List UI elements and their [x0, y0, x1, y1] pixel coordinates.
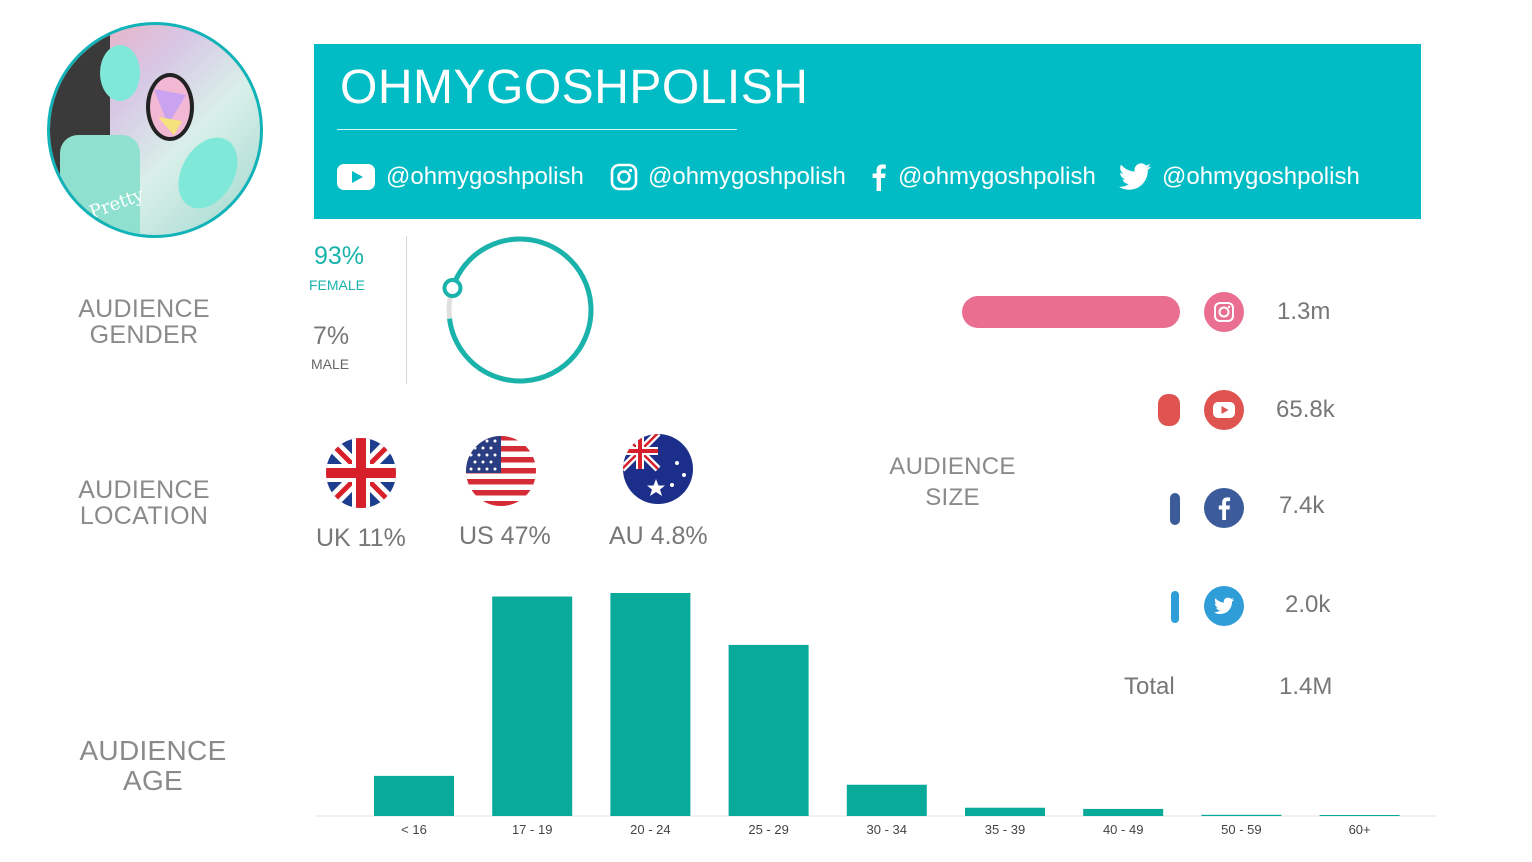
audience-age-label: AUDIENCE AGE — [79, 735, 227, 796]
twitter-icon — [1204, 586, 1244, 626]
instagram-icon — [1204, 292, 1244, 332]
profile-header: OHMYGOSHPOLISH @ohmygoshpolish @ohmygosh… — [314, 44, 1421, 219]
gender-divider — [406, 236, 407, 384]
age-tick-label: 30 - 34 — [867, 822, 907, 837]
age-tick-label: 60+ — [1349, 822, 1371, 837]
audience-age-bar-chart: < 16 17 - 19 20 - 24 25 - 29 30 - 34 35 - 39 4… — [316, 592, 1436, 837]
twitter-icon — [1118, 163, 1152, 190]
audience-location-label: AUDIENCE LOCATION — [78, 476, 210, 530]
age-bar — [610, 592, 691, 816]
female-label: FEMALE — [309, 277, 366, 293]
age-bar — [728, 644, 809, 816]
twitter-handle[interactable]: @ohmygoshpolish — [1118, 162, 1360, 192]
age-tick-label: 50 - 59 — [1221, 822, 1261, 837]
facebook-handle-label: @ohmygoshpolish — [898, 163, 1096, 190]
age-bar — [374, 775, 454, 816]
male-percentage: 7% — [313, 322, 350, 350]
us-flag-icon — [466, 436, 536, 506]
facebook-handle[interactable]: @ohmygoshpolish — [870, 162, 1096, 192]
instagram-handle-label: @ohmygoshpolish — [648, 163, 846, 190]
audience-size-label: AUDIENCE SIZE — [889, 453, 1016, 511]
twitter-audience-value: 2.0k — [1285, 591, 1331, 618]
age-tick-label: 40 - 49 — [1103, 822, 1143, 837]
instagram-handle[interactable]: @ohmygoshpolish — [610, 162, 846, 192]
youtube-handle[interactable]: @ohmygoshpolish — [336, 162, 584, 192]
age-tick-label: 25 - 29 — [748, 822, 788, 837]
youtube-handle-label: @ohmygoshpolish — [386, 163, 584, 190]
youtube-audience-value: 65.8k — [1276, 396, 1335, 423]
age-tick-label: 20 - 24 — [630, 822, 670, 837]
youtube-icon — [337, 164, 375, 190]
nail-polish-photo: Pretty — [50, 25, 238, 235]
instagram-audience-bar — [962, 296, 1180, 328]
facebook-audience-bar — [1170, 493, 1180, 525]
gender-ring-chart — [442, 236, 594, 384]
age-bar — [1319, 815, 1400, 816]
audience-total-label: Total — [1124, 673, 1175, 700]
age-tick-label: 17 - 19 — [512, 822, 552, 837]
audience-total-value: 1.4M — [1279, 673, 1333, 700]
uk-flag-icon — [326, 438, 396, 508]
au-share-label: AU 4.8% — [609, 522, 708, 550]
au-flag-icon — [623, 434, 693, 504]
twitter-handle-label: @ohmygoshpolish — [1162, 163, 1360, 190]
title-divider — [337, 129, 737, 130]
age-bar — [1201, 814, 1282, 816]
facebook-audience-value: 7.4k — [1279, 492, 1325, 519]
female-ring-segment — [446, 236, 594, 384]
instagram-icon — [610, 163, 638, 191]
age-tick-label: 35 - 39 — [985, 822, 1025, 837]
youtube-icon — [1204, 390, 1244, 430]
twitter-audience-bar — [1171, 591, 1179, 623]
age-bar — [846, 784, 927, 816]
profile-name: OHMYGOSHPOLISH — [340, 61, 809, 114]
female-percentage: 93% — [314, 242, 365, 270]
profile-avatar: Pretty — [47, 22, 263, 238]
age-bar — [965, 807, 1045, 816]
us-share-label: US 47% — [459, 522, 551, 550]
age-tick-label: < 16 — [401, 822, 427, 837]
youtube-audience-bar — [1158, 394, 1180, 426]
instagram-audience-value: 1.3m — [1277, 298, 1331, 325]
ring-end-marker — [442, 278, 463, 299]
male-label: MALE — [311, 356, 350, 372]
facebook-icon — [1204, 488, 1244, 528]
facebook-icon — [872, 164, 886, 191]
age-bar — [1083, 808, 1164, 816]
age-bar — [492, 596, 573, 816]
audience-gender-label: AUDIENCE GENDER — [78, 295, 210, 349]
uk-share-label: UK 11% — [316, 524, 406, 552]
